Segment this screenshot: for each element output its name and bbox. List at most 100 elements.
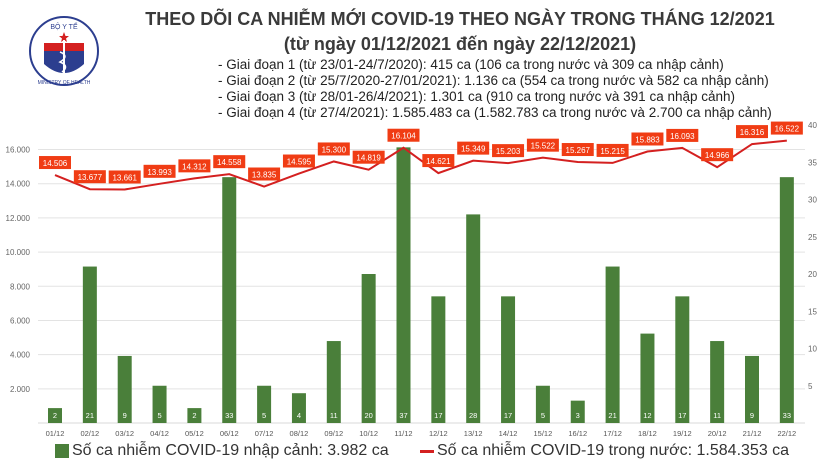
line-data-label: 14.558 — [217, 158, 242, 167]
phase-1-note: - Giai đoạn 1 (từ 23/01-24/7/2020): 415 … — [218, 57, 724, 72]
left-axis-tick: 8.000 — [10, 282, 31, 291]
line-label-box — [770, 121, 803, 135]
bar-data-label: 28 — [469, 411, 477, 420]
x-axis-tick: 07/12 — [255, 429, 274, 438]
left-axis-tick: 12.000 — [6, 214, 31, 223]
line-data-label: 16.522 — [775, 125, 800, 134]
line-data-label: 14.966 — [705, 151, 730, 160]
bar-imported — [501, 296, 516, 423]
line-data-label: 13.661 — [112, 173, 137, 182]
line-label-box — [178, 159, 211, 173]
line-label-box — [631, 132, 664, 146]
line-label-box — [213, 155, 246, 169]
bar-data-label: 12 — [643, 411, 651, 420]
x-axis-tick: 14/12 — [499, 429, 518, 438]
bar-data-label: 33 — [783, 411, 791, 420]
bar-imported — [605, 266, 620, 423]
x-axis-tick: 12/12 — [429, 429, 448, 438]
line-data-label: 15.883 — [635, 135, 660, 144]
line-label-box — [561, 143, 594, 157]
line-data-label: 15.215 — [600, 147, 625, 156]
line-label-box — [457, 141, 490, 155]
line-data-label: 15.349 — [461, 145, 486, 154]
bar-data-label: 21 — [608, 411, 616, 420]
bar-imported — [361, 274, 376, 423]
svg-text:BỘ Y TẾ: BỘ Y TẾ — [50, 21, 78, 31]
bar-data-label: 2 — [53, 411, 57, 420]
x-axis-tick: 20/12 — [708, 429, 727, 438]
x-axis-tick: 10/12 — [359, 429, 378, 438]
left-axis-tick: 2.000 — [10, 385, 31, 394]
bar-imported — [117, 355, 132, 423]
phase-4-note: - Giai đoạn 4 (từ 27/4/2021): 1.585.483 … — [218, 105, 772, 120]
bar-imported — [710, 341, 725, 423]
right-axis-tick: 15 — [808, 307, 817, 316]
x-axis-tick: 18/12 — [638, 429, 657, 438]
line-label-box — [596, 143, 629, 157]
bar-data-label: 3 — [576, 411, 580, 420]
bar-data-label: 4 — [297, 411, 301, 420]
ministry-of-health-logo: BỘ Y TẾ MINISTRY OF HEALTH — [28, 12, 100, 90]
bar-imported — [187, 408, 202, 423]
line-label-box — [526, 138, 559, 152]
line-label-box — [352, 150, 385, 164]
line-data-label: 13.677 — [78, 173, 103, 182]
x-axis-tick: 15/12 — [534, 429, 553, 438]
line-label-box — [701, 148, 734, 162]
line-label-box — [666, 128, 699, 142]
x-axis-tick: 16/12 — [568, 429, 587, 438]
line-data-label: 16.316 — [740, 128, 765, 137]
bar-data-label: 17 — [504, 411, 512, 420]
line-label-box — [492, 144, 525, 158]
line-data-label: 15.203 — [496, 147, 521, 156]
bar-data-label: 37 — [399, 411, 407, 420]
legend-label-domestic: Số ca nhiễm COVID-19 trong nước: 1.584.3… — [437, 442, 790, 459]
bar-data-label: 5 — [541, 411, 545, 420]
bar-imported — [48, 408, 62, 423]
line-domestic — [54, 139, 787, 191]
line-data-label: 16.104 — [391, 132, 416, 141]
right-axis-tick: 5 — [808, 382, 813, 391]
x-axis-tick: 06/12 — [220, 429, 239, 438]
bar-imported — [152, 385, 167, 423]
x-axis-tick: 11/12 — [394, 429, 412, 438]
x-axis-tick: 04/12 — [150, 429, 169, 438]
legend-item-imported: Số ca nhiễm COVID-19 nhập cảnh: 3.982 ca — [55, 442, 389, 460]
right-axis-tick: 40 — [808, 121, 817, 130]
bar-data-label: 9 — [750, 411, 754, 420]
line-label-box — [108, 170, 141, 184]
line-data-label: 14.595 — [287, 158, 312, 167]
chart-title: THEO DÕI CA NHIỄM MỚI COVID-19 THEO NGÀY… — [145, 9, 775, 29]
line-data-label: 14.506 — [43, 159, 68, 168]
bar-imported — [431, 296, 446, 423]
bar-imported — [535, 385, 550, 423]
line-label-box — [317, 142, 350, 156]
x-axis-tick: 21/12 — [743, 429, 762, 438]
bar-data-label: 9 — [123, 411, 127, 420]
x-axis-tick: 13/12 — [464, 429, 483, 438]
line-data-label: 14.621 — [426, 157, 451, 166]
bar-data-label: 17 — [434, 411, 442, 420]
left-axis-tick: 4.000 — [10, 351, 31, 360]
x-axis-tick: 19/12 — [673, 429, 692, 438]
bar-data-label: 5 — [157, 411, 161, 420]
bar-data-label: 11 — [713, 411, 721, 420]
bar-imported — [326, 341, 341, 423]
bar-imported — [222, 177, 237, 423]
line-data-label: 15.267 — [566, 146, 591, 155]
bar-data-label: 33 — [225, 411, 233, 420]
legend-label-imported: Số ca nhiễm COVID-19 nhập cảnh: 3.982 ca — [72, 442, 389, 459]
legend-swatch-line — [420, 449, 434, 453]
x-axis-tick: 05/12 — [185, 429, 204, 438]
bar-imported — [745, 355, 759, 423]
legend-swatch-bar — [55, 444, 69, 458]
line-data-label: 14.819 — [356, 154, 381, 163]
line-label-box — [39, 156, 71, 170]
right-axis-tick: 25 — [808, 233, 817, 242]
x-axis-tick: 09/12 — [324, 429, 343, 438]
line-data-label: 13.993 — [147, 168, 172, 177]
bar-imported — [570, 400, 585, 423]
bar-imported — [82, 266, 97, 423]
x-axis-tick: 03/12 — [115, 429, 134, 438]
